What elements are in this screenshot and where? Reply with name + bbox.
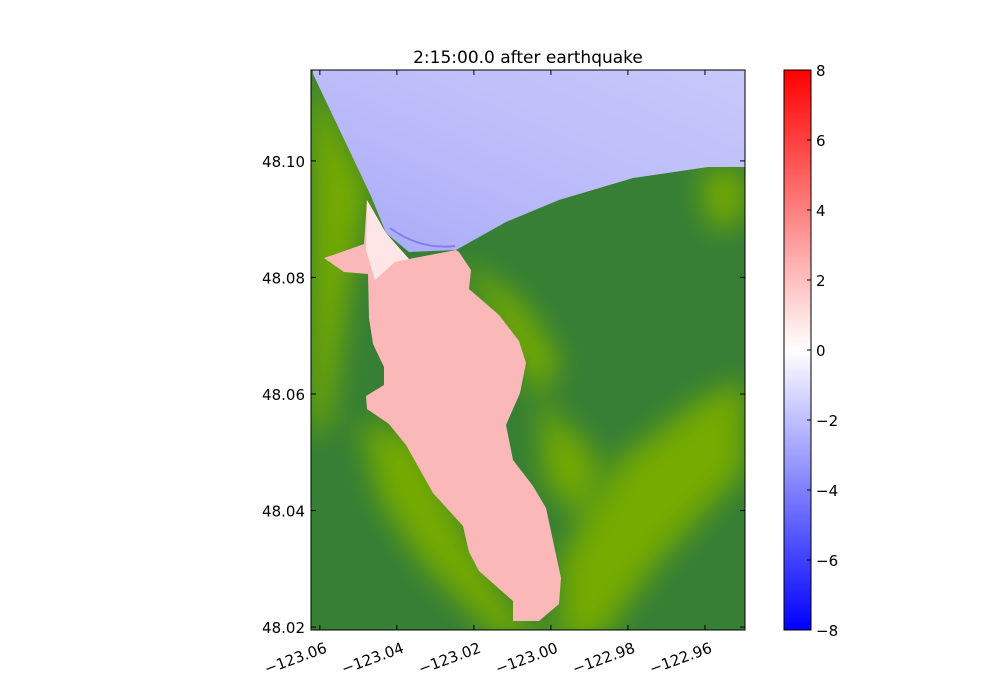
drawdown-blue-streak — [389, 227, 456, 248]
colorbar-ticks: −8 −6 −4 −2 0 2 4 6 8 — [807, 62, 838, 640]
colorbar-tick-label: 6 — [816, 132, 826, 150]
x-tick-label: −123.06 — [262, 639, 329, 678]
transition-white-zone — [366, 200, 409, 280]
plot-frame — [310, 69, 746, 631]
x-tick-label: −122.98 — [570, 639, 637, 678]
colorbar — [783, 69, 812, 631]
map-area — [311, 70, 745, 630]
chart-title: 2:15:00.0 after earthquake — [413, 48, 643, 68]
colorbar-tick-label: −8 — [816, 622, 838, 640]
colorbar-tick-label: −6 — [816, 552, 838, 570]
y-tick-label: 48.04 — [262, 503, 305, 521]
x-tick-label: −122.96 — [647, 639, 714, 678]
y-tick-label: 48.10 — [262, 153, 305, 171]
colorbar-tick-label: 8 — [816, 62, 826, 80]
x-tick-label: −123.00 — [493, 639, 560, 678]
y-tick-label: 48.08 — [262, 269, 305, 287]
y-axis: 48.02 48.04 48.06 48.08 48.10 — [262, 153, 745, 637]
colorbar-tick-label: −2 — [816, 412, 838, 430]
y-tick-label: 48.02 — [262, 619, 305, 637]
colorbar-tick-label: −4 — [816, 482, 838, 500]
y-tick-label: 48.06 — [262, 386, 305, 404]
colorbar-tick-label: 4 — [816, 202, 826, 220]
water-region-negative — [313, 70, 745, 252]
colorbar-tick-label: 2 — [816, 272, 826, 290]
x-tick-label: −123.02 — [416, 639, 483, 678]
inlet-region-positive — [324, 200, 561, 621]
x-tick-label: −123.04 — [339, 639, 406, 678]
colorbar-tick-label: 0 — [816, 342, 826, 360]
